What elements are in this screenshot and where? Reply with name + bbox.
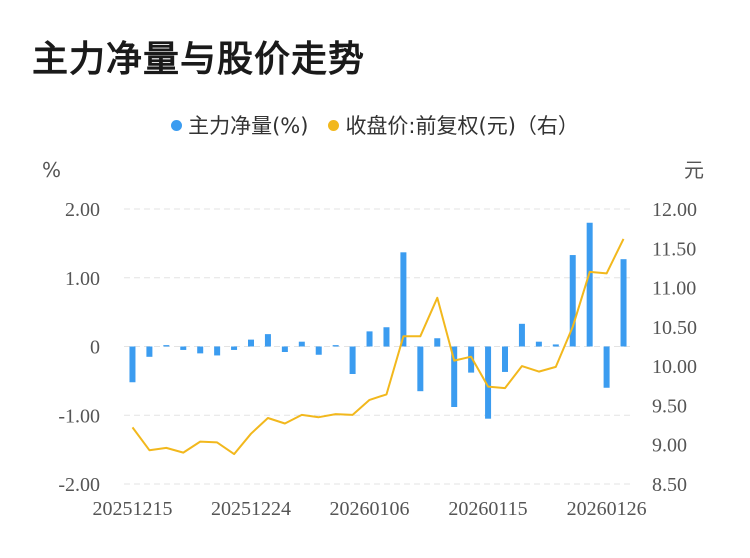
bar-net-volume [197,346,204,354]
bar-net-volume [535,341,542,347]
right-tick-label: 11.00 [652,278,696,300]
bar-net-volume [434,338,441,347]
bar-net-volume [518,323,525,347]
x-tick-label: 20260126 [567,498,647,520]
bar-net-volume [620,259,627,347]
left-tick-label: 0 [90,337,100,359]
bar-net-volume [569,255,576,347]
right-tick-label: 9.00 [652,435,687,457]
x-tick-label: 20251224 [211,498,291,520]
bar-net-volume [552,344,559,347]
left-tick-label: -1.00 [58,405,100,427]
right-axis-unit: 元 [684,158,704,182]
right-tick-label: 12.00 [652,199,697,221]
bar-net-volume [332,345,339,347]
bar-net-volume [163,345,170,347]
bar-net-volume [417,346,424,392]
right-tick-label: 9.50 [652,395,687,417]
bar-net-volume [451,346,458,407]
bar-net-volume [248,339,254,347]
legend-marker-net-volume [171,119,183,131]
legend-label-close-price: 收盘价:前复权(元)（右） [345,114,579,138]
legend: 主力净量(%) 收盘价:前复权(元)（右） [0,110,750,140]
bar-net-volume [231,346,238,350]
bar-net-volume [485,346,492,419]
bar-net-volume [129,346,136,383]
bar-net-volume [264,334,271,347]
bar-net-volume [603,346,610,388]
right-tick-label: 8.50 [652,474,687,496]
bar-net-volume [400,252,407,347]
bar-net-volume [349,346,356,374]
bar-net-volume [180,346,187,350]
legend-item-net-volume[interactable]: 主力净量(%) [171,110,308,140]
bar-net-volume [586,222,593,347]
left-tick-label: 2.00 [65,199,100,221]
bar-net-volume [315,346,322,355]
bar-net-volume [281,346,288,352]
right-tick-label: 10.00 [652,356,697,378]
bar-net-volume [214,346,221,356]
right-tick-label: 11.50 [652,238,696,260]
legend-item-close-price[interactable]: 收盘价:前复权(元)（右） [328,110,579,140]
left-tick-label: -2.00 [58,474,100,496]
x-tick-label: 20260106 [330,498,410,520]
right-tick-label: 10.50 [652,317,697,339]
bar-net-volume [146,346,153,357]
x-tick-label: 20260115 [448,498,527,520]
line-close-price [131,238,625,456]
bar-net-volume [468,346,475,373]
x-tick-label: 20251215 [92,498,172,520]
legend-marker-close-price [328,119,340,131]
bar-net-volume [383,327,390,347]
bar-net-volume [502,346,508,372]
legend-label-net-volume: 主力净量(%) [188,114,309,138]
bar-net-volume [298,341,305,347]
left-axis-unit: % [42,158,61,182]
left-tick-label: 1.00 [65,268,100,290]
chart-title: 主力净量与股价走势 [32,39,366,80]
bar-net-volume [366,331,373,347]
